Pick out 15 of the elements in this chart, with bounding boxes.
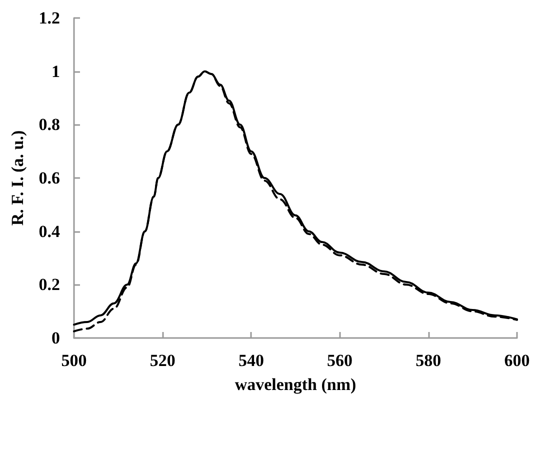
x-tick-label: 500 [61, 351, 87, 370]
x-tick-label: 560 [327, 351, 353, 370]
y-tick-label: 0.4 [38, 222, 60, 241]
y-tick-label: 1.2 [38, 8, 60, 28]
x-axis-title: wavelength (nm) [234, 375, 356, 394]
x-tick-label: 520 [150, 351, 176, 370]
y-tick-label: 0.8 [38, 115, 60, 134]
y-axis-title: R. F. I. (a. u.) [8, 130, 27, 226]
y-tick-label: 1 [52, 62, 60, 81]
y-tick-label: 0.2 [38, 275, 60, 294]
x-tick-label: 600 [504, 351, 530, 370]
x-tick-label: 540 [238, 351, 264, 370]
x-tick-label: 580 [416, 351, 442, 370]
y-tick-label: 0.6 [38, 168, 60, 188]
y-tick-label: 0 [52, 328, 60, 348]
